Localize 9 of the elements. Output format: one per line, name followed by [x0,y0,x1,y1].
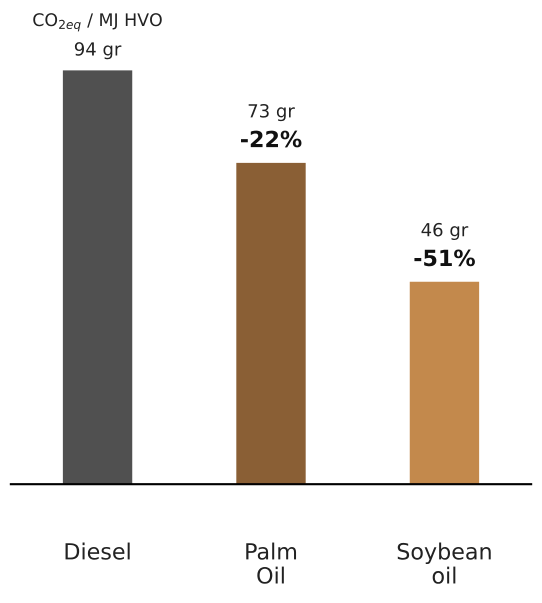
data-label: 94 gr [74,42,122,60]
data-label: 73 gr [248,104,295,122]
x-tick-label: Palm Oil [246,542,296,584]
annotation: -22% [241,130,302,148]
x-tick-label: Soybean oil [398,542,491,584]
y-axis-title: CO$_{2eq}$ / MJ HVO [33,13,162,32]
data-label: 46 gr [422,222,468,240]
x-tick-label: Diesel [66,542,130,560]
annotation: -51% [414,249,475,266]
